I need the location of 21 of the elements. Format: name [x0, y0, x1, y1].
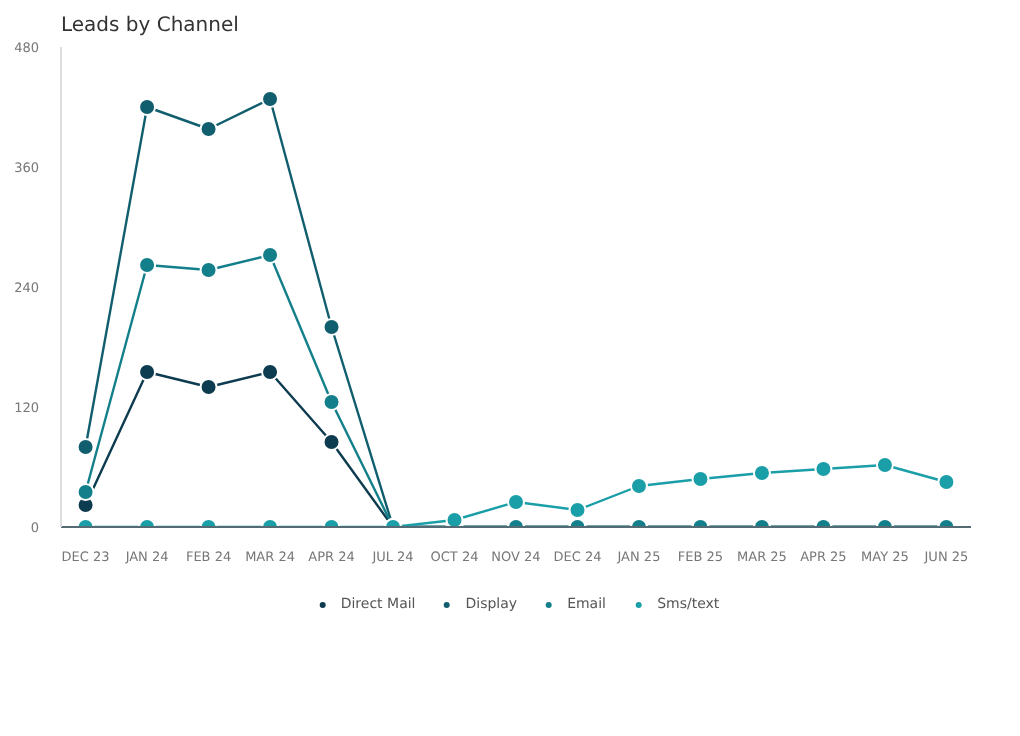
- point: [199, 120, 218, 138]
- point: [322, 433, 341, 451]
- point: [691, 470, 710, 488]
- chart-title: Leads by Channel: [61, 15, 239, 37]
- point: [752, 464, 771, 482]
- point: [322, 393, 341, 411]
- point: [322, 318, 341, 336]
- point: [875, 456, 894, 474]
- point: [814, 460, 833, 478]
- point: [568, 501, 587, 519]
- point: [138, 363, 157, 381]
- point: [76, 483, 95, 501]
- point: [445, 511, 464, 527]
- point: [507, 493, 525, 511]
- point: [138, 256, 157, 274]
- point: [629, 477, 648, 495]
- point: [199, 378, 218, 396]
- point: [76, 438, 95, 456]
- point: [199, 261, 218, 279]
- point: [138, 98, 157, 116]
- point: [937, 473, 956, 491]
